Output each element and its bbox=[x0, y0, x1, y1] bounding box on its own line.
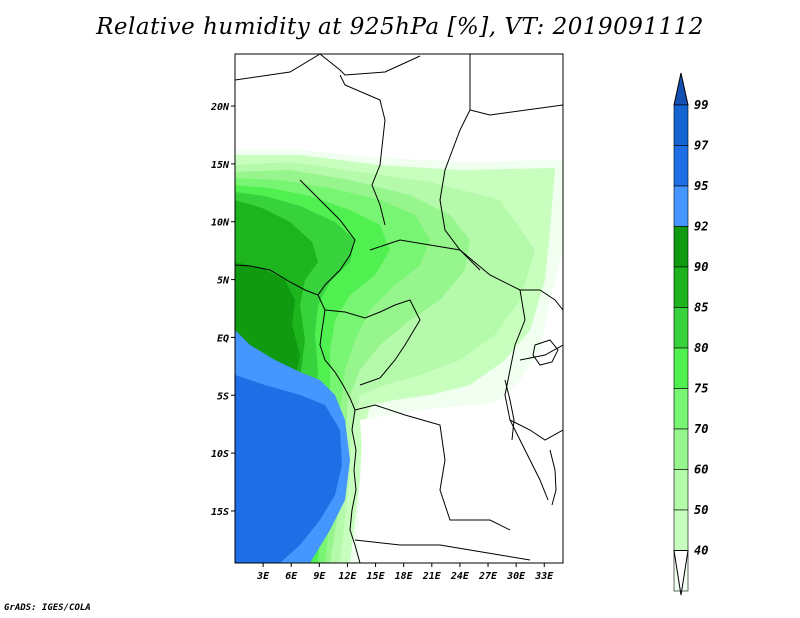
lat-tick-label: 15N bbox=[211, 160, 230, 171]
border-drc-east bbox=[504, 289, 549, 501]
colorbar-label: 95 bbox=[694, 179, 708, 193]
humidity-region-97b bbox=[240, 415, 335, 490]
colorbar-swatch bbox=[673, 307, 689, 349]
lat-tick-label: 5N bbox=[217, 276, 230, 287]
colorbar-swatch bbox=[673, 509, 689, 551]
lake-tanganyika bbox=[504, 379, 515, 441]
lake-victoria bbox=[532, 339, 559, 366]
lon-tick-label: 30E bbox=[506, 571, 526, 582]
lon-tick-label: 12E bbox=[338, 571, 357, 582]
colorbar-swatch bbox=[673, 388, 689, 430]
border-north bbox=[235, 54, 563, 116]
lon-tick-label: 9E bbox=[313, 571, 326, 582]
lat-tick-label: 5S bbox=[217, 391, 229, 402]
border-congo bbox=[324, 299, 421, 386]
lon-tick-label: 27E bbox=[478, 571, 498, 582]
lon-tick-label: 6E bbox=[285, 571, 298, 582]
colorbar-label: 90 bbox=[694, 260, 708, 274]
lon-tick-label: 33E bbox=[534, 571, 554, 582]
colorbar-swatch bbox=[673, 145, 689, 187]
lat-tick-label: 10N bbox=[211, 218, 230, 229]
lat-tick-label: 20N bbox=[210, 102, 230, 113]
colorbar-label: 99 bbox=[694, 98, 708, 112]
colorbar-label: 75 bbox=[694, 382, 708, 396]
colorbar-swatch bbox=[673, 185, 689, 227]
lon-tick-label: 3E bbox=[256, 571, 270, 582]
latitude-axis: 20N 15N 10N 5N EQ 5S 10S 15S bbox=[210, 102, 235, 518]
longitude-axis: 3E 6E 9E 12E 15E 18E 21E 24E 27E 30E 33E bbox=[256, 563, 554, 582]
colorbar-label: 40 bbox=[694, 544, 708, 558]
lat-tick-label: EQ bbox=[217, 333, 229, 344]
colorbar-swatch bbox=[673, 266, 689, 308]
border-chad-libya bbox=[339, 74, 386, 226]
colorbar-label: 92 bbox=[694, 220, 708, 234]
map-title: Relative humidity at 925hPa [%], VT: 201… bbox=[96, 14, 704, 40]
colorbar-swatch bbox=[673, 226, 689, 268]
humidity-region-low-south bbox=[358, 405, 563, 563]
colorbar-top-arrow bbox=[673, 72, 689, 106]
colorbar-label: 70 bbox=[694, 422, 708, 436]
lon-tick-label: 24E bbox=[450, 571, 470, 582]
colorbar-label: 80 bbox=[694, 341, 708, 355]
border-south bbox=[354, 539, 531, 561]
map-frame bbox=[234, 53, 564, 564]
humidity-field bbox=[235, 54, 563, 563]
country-boundaries bbox=[235, 54, 563, 563]
coastline-west-africa bbox=[235, 264, 361, 563]
colorbar-swatch bbox=[673, 469, 689, 511]
colorbar-label: 97 bbox=[694, 139, 709, 153]
lon-tick-label: 15E bbox=[367, 571, 386, 582]
lon-tick-label: 18E bbox=[395, 571, 414, 582]
border-angola bbox=[354, 404, 511, 531]
lon-tick-label: 21E bbox=[422, 571, 442, 582]
colorbar-swatch bbox=[673, 428, 689, 470]
lat-tick-label: 10S bbox=[211, 449, 229, 460]
colorbar: 99 97 95 92 90 85 80 75 70 60 50 40 bbox=[673, 72, 709, 596]
lat-tick-label: 15S bbox=[211, 507, 229, 518]
colorbar-bottom-arrow bbox=[673, 550, 689, 596]
footer-credit: GrADS: IGES/COLA bbox=[4, 603, 91, 613]
border-cameroon bbox=[299, 179, 356, 296]
colorbar-swatch bbox=[673, 347, 689, 389]
colorbar-swatch bbox=[673, 104, 689, 146]
colorbar-label: 50 bbox=[694, 503, 708, 517]
lake-malawi bbox=[549, 449, 557, 506]
colorbar-label: 85 bbox=[694, 301, 708, 315]
colorbar-label: 60 bbox=[694, 463, 708, 477]
